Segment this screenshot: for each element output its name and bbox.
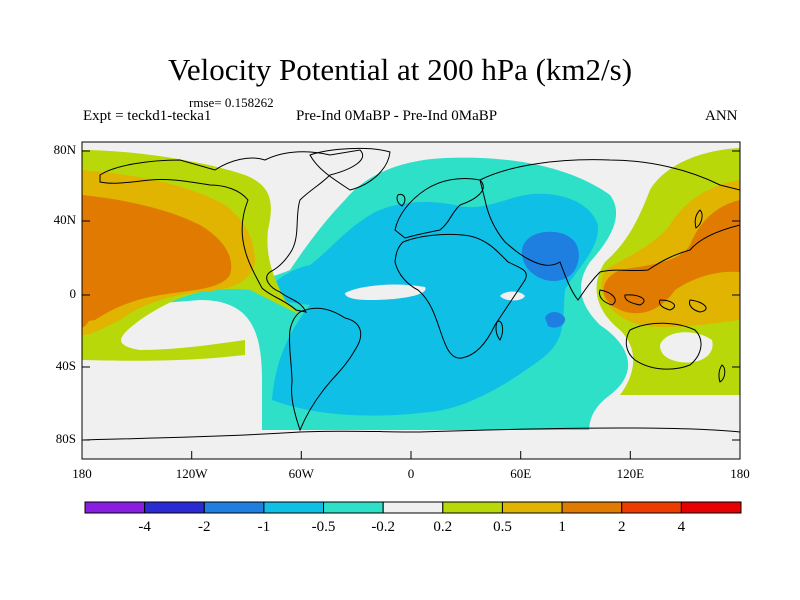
colorbar-label: 0.5 [493,519,512,535]
lat-label-40s: 40S [55,358,76,373]
contour-blue-region [521,231,579,282]
colorbar-box [263,501,325,514]
colorbar-label: -1 [257,519,271,535]
coastlines [82,147,740,441]
colorbar-box [561,501,623,514]
colorbar-label: 4 [677,519,686,535]
colorbar-label: 2 [617,519,626,535]
colorbar-label: -0.2 [371,519,396,535]
contour-orange-date-line [82,292,92,328]
lon-tick-marks [81,451,741,459]
lat-label-0: 0 [69,286,77,301]
lat-label-80n: 80N [53,142,76,157]
lon-label-120w: 120W [175,466,208,481]
lon-label-0: 0 [407,466,415,481]
colorbar-box [501,501,563,514]
lat-label-40n: 40N [53,212,76,227]
contour-neutral-indian [500,291,525,301]
map-title: Velocity Potential at 200 hPa (km2/s) [167,52,633,87]
colorbar-label: -4 [138,519,151,535]
lon-label-60w: 60W [288,466,314,481]
colorbar-box [680,501,742,514]
colorbar-box [442,501,503,514]
colorbar-box [144,501,205,514]
contour-orange-west [82,195,232,322]
lon-label-180w: 180 [72,466,92,481]
colorbar-box [382,501,444,514]
contour-cyan-region [267,193,599,416]
map-field [82,142,740,459]
contour-neutral-australia [660,332,713,363]
rmse-label: rmse= 0.158262 [189,95,274,110]
contour-orange-east [603,200,740,314]
experiment-label: Expt = teckd1-tecka1 [83,108,212,124]
contour-neutral-atlantic [345,284,426,300]
colorbar-box [203,501,265,514]
colorbar-label: -2 [198,519,211,535]
colorbar-box [621,501,682,514]
colorbar-label: -0.5 [311,519,336,535]
colorbar [84,501,742,514]
season-label: ANN [705,108,738,124]
lat-tick-marks [82,150,740,441]
colorbar-box [323,501,384,514]
lon-label-60e: 60E [510,466,532,481]
colorbar-box [84,501,146,514]
colorbar-label: 0.2 [433,519,453,535]
lon-label-120e: 120E [616,466,645,481]
colorbar-label: 1 [558,519,566,535]
comparison-label: Pre-Ind 0MaBP - Pre-Ind 0MaBP [296,108,498,124]
lon-label-180e: 180 [730,466,750,481]
lat-label-80s: 80S [55,431,76,446]
contour-blue-spot [545,312,566,328]
